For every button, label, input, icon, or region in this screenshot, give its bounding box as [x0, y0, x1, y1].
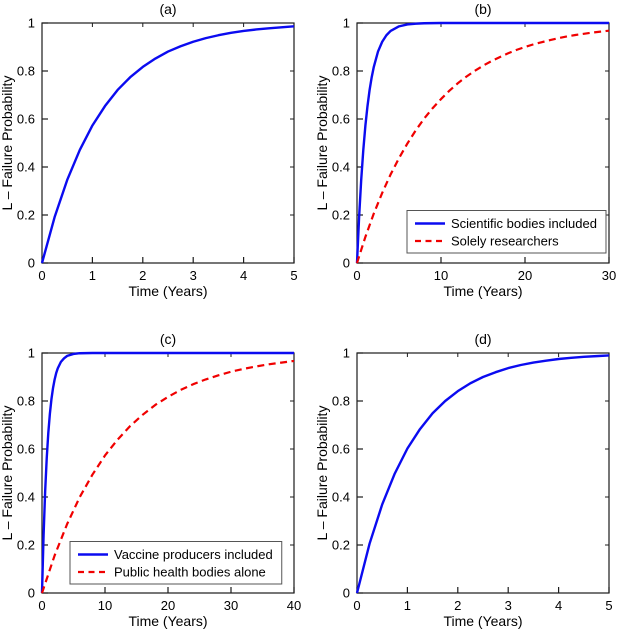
legend: Scientific bodies included Solely researc… [406, 210, 607, 254]
svg-text:0: 0 [28, 586, 35, 601]
svg-text:0.2: 0.2 [332, 208, 350, 223]
x-axis-label: Time (Years) [443, 613, 522, 629]
axis-ticks [356, 352, 610, 594]
tick-labels: 0 10 20 30 0 0.2 0.4 0.6 0.8 1 [332, 16, 616, 284]
subplot-a: 0 1 2 3 4 5 0 0.2 0.4 0.6 0.8 1 (a) Time (Years) L – F… [0, 0, 315, 315]
legend-label-2: Public health bodies alone [114, 565, 266, 580]
tick-labels: 0 10 20 30 40 0 0.2 0.4 0.6 0.8 1 [17, 346, 301, 614]
series-line-1 [355, 21, 609, 264]
svg-text:0.8: 0.8 [332, 64, 350, 79]
svg-text:30: 30 [602, 268, 616, 283]
svg-text:1: 1 [343, 346, 350, 361]
svg-text:10: 10 [434, 268, 448, 283]
svg-text:1: 1 [28, 346, 35, 361]
svg-text:3: 3 [505, 598, 512, 613]
legend-box [69, 541, 283, 585]
axes-frame [41, 22, 295, 264]
panel-title: (b) [474, 1, 491, 17]
svg-text:5: 5 [290, 268, 297, 283]
panel-title: (c) [160, 331, 176, 347]
svg-text:0.4: 0.4 [332, 160, 350, 175]
svg-text:0: 0 [353, 598, 360, 613]
svg-text:40: 40 [287, 598, 301, 613]
svg-text:0: 0 [343, 256, 350, 271]
svg-text:20: 20 [161, 598, 175, 613]
tick-labels: 0 1 2 3 4 5 0 0.2 0.4 0.6 0.8 1 [332, 346, 613, 614]
svg-text:10: 10 [98, 598, 112, 613]
series-line-2 [40, 359, 295, 594]
svg-text:0: 0 [38, 268, 45, 283]
svg-text:0.4: 0.4 [332, 490, 350, 505]
panel-title: (a) [159, 1, 176, 17]
subplot-c: 0 10 20 30 40 0 0.2 0.4 0.6 0.8 1 (c) Time (Years) L … [0, 315, 315, 630]
series-line-1 [40, 25, 295, 264]
svg-text:30: 30 [224, 598, 238, 613]
svg-text:1: 1 [343, 16, 350, 31]
tick-labels: 0 1 2 3 4 5 0 0.2 0.4 0.6 0.8 1 [17, 16, 298, 284]
svg-text:0: 0 [343, 586, 350, 601]
subplot-d: 0 1 2 3 4 5 0 0.2 0.4 0.6 0.8 1 (d) Time (Years) L – F… [315, 315, 630, 630]
svg-text:0.4: 0.4 [17, 490, 35, 505]
x-axis-label: Time (Years) [128, 283, 207, 299]
svg-text:0.8: 0.8 [17, 64, 35, 79]
svg-text:2: 2 [139, 268, 146, 283]
legend-label-1: Vaccine producers included [114, 547, 273, 562]
legend-box [406, 210, 607, 254]
legend: Vaccine producers included Public health … [69, 541, 283, 585]
svg-text:0: 0 [38, 598, 45, 613]
svg-text:0.8: 0.8 [332, 394, 350, 409]
chart-c: 0 10 20 30 40 0 0.2 0.4 0.6 0.8 1 (c) Time (Years) L … [0, 331, 301, 629]
svg-text:1: 1 [404, 598, 411, 613]
y-axis-label: L – Failure Probability [315, 76, 330, 211]
series-line-1 [355, 354, 610, 594]
svg-text:0: 0 [28, 256, 35, 271]
svg-text:0.6: 0.6 [332, 112, 350, 127]
series-line-1 [40, 351, 294, 594]
svg-text:4: 4 [240, 268, 247, 283]
svg-text:0.6: 0.6 [332, 442, 350, 457]
svg-text:0.4: 0.4 [17, 160, 35, 175]
svg-text:5: 5 [605, 598, 612, 613]
legend-label-1: Scientific bodies included [451, 216, 597, 231]
svg-text:0.6: 0.6 [17, 442, 35, 457]
axis-ticks [41, 22, 295, 264]
legend-label-2: Solely researchers [451, 234, 559, 249]
svg-text:1: 1 [89, 268, 96, 283]
svg-text:0.2: 0.2 [332, 538, 350, 553]
svg-text:0.2: 0.2 [17, 208, 35, 223]
chart-b: 0 10 20 30 0 0.2 0.4 0.6 0.8 1 (b) Time (Years) L – … [315, 1, 616, 299]
chart-a: 0 1 2 3 4 5 0 0.2 0.4 0.6 0.8 1 (a) Time (Years) L – F… [0, 1, 298, 299]
svg-text:0: 0 [353, 268, 360, 283]
x-axis-label: Time (Years) [443, 283, 522, 299]
y-axis-label: L – Failure Probability [0, 406, 15, 541]
svg-text:20: 20 [518, 268, 532, 283]
svg-text:1: 1 [28, 16, 35, 31]
svg-text:0.2: 0.2 [17, 538, 35, 553]
x-axis-label: Time (Years) [128, 613, 207, 629]
svg-text:2: 2 [454, 598, 461, 613]
y-axis-label: L – Failure Probability [0, 76, 15, 211]
axes-frame [356, 352, 610, 594]
svg-text:3: 3 [190, 268, 197, 283]
panel-title: (d) [474, 331, 491, 347]
chart-d: 0 1 2 3 4 5 0 0.2 0.4 0.6 0.8 1 (d) Time (Years) L – F… [315, 331, 613, 629]
svg-text:0.8: 0.8 [17, 394, 35, 409]
svg-text:4: 4 [555, 598, 562, 613]
svg-text:0.6: 0.6 [17, 112, 35, 127]
subplot-b: 0 10 20 30 0 0.2 0.4 0.6 0.8 1 (b) Time (Years) L – … [315, 0, 630, 315]
y-axis-label: L – Failure Probability [315, 406, 330, 541]
